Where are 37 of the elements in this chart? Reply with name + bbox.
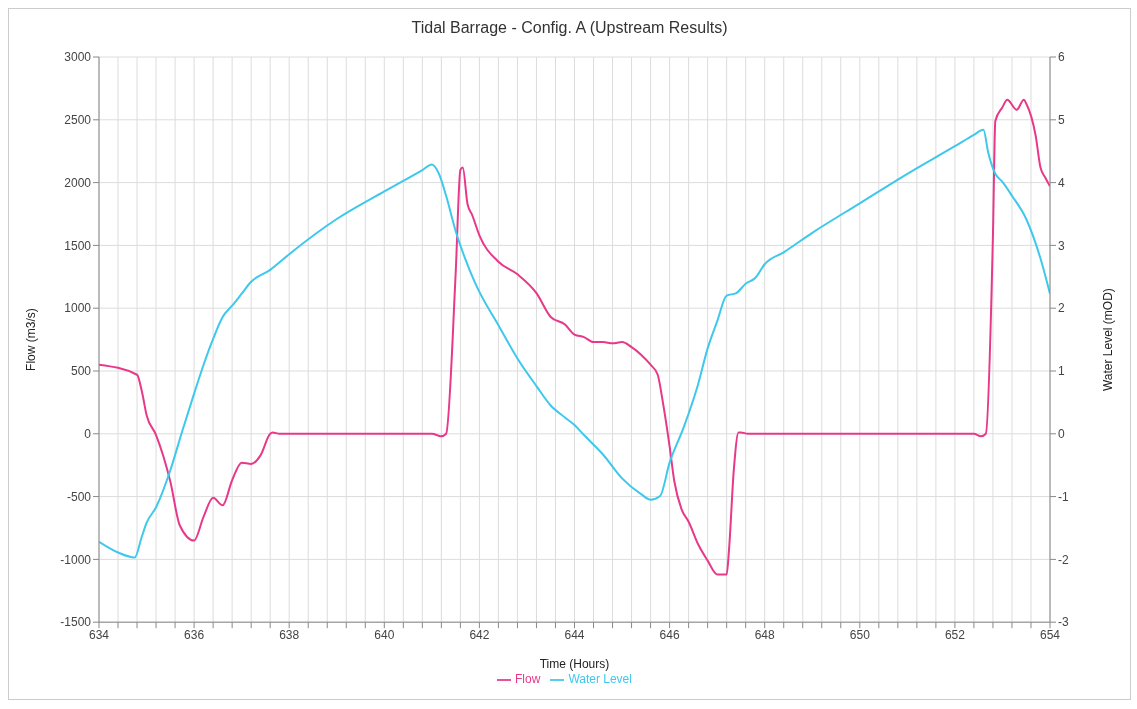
y-tick-label: 3000 xyxy=(64,50,92,65)
chart-title: Tidal Barrage - Config. A (Upstream Results) xyxy=(410,18,729,38)
y2-tick-label: -2 xyxy=(1058,552,1069,567)
x-axis-title: Time (Hours) xyxy=(539,657,610,672)
x-tick-label: 644 xyxy=(564,627,585,642)
y-tick-label: -500 xyxy=(66,489,92,504)
y-tick-label: 1000 xyxy=(64,301,92,316)
y-axis-title: Flow (m3/s) xyxy=(24,308,39,371)
legend-label: Flow xyxy=(515,672,541,687)
x-tick-label: 634 xyxy=(88,627,110,642)
y-tick-label: 2500 xyxy=(64,113,92,128)
y2-tick-label: 2 xyxy=(1058,301,1065,316)
x-tick-label: 652 xyxy=(944,627,966,642)
x-tick-label: 646 xyxy=(659,627,680,642)
y2-tick-label: 6 xyxy=(1058,50,1065,65)
y2-axis-title: Water Level (mOD) xyxy=(1101,288,1116,392)
x-tick-label: 640 xyxy=(374,627,395,642)
x-tick-label: 654 xyxy=(1039,627,1061,642)
x-tick-label: 642 xyxy=(469,627,490,642)
y-tick-label: 0 xyxy=(84,427,92,442)
y2-tick-label: 1 xyxy=(1058,364,1065,379)
legend-label: Water Level xyxy=(568,672,632,687)
y2-tick-label: 0 xyxy=(1058,427,1065,442)
y-tick-label: 2000 xyxy=(64,175,92,190)
y-tick-label: 1500 xyxy=(64,238,92,253)
x-tick-label: 638 xyxy=(279,627,300,642)
y2-tick-label: 3 xyxy=(1058,238,1065,253)
y-tick-label: 500 xyxy=(70,364,92,379)
y-tick-label: -1000 xyxy=(60,552,92,567)
x-tick-label: 648 xyxy=(754,627,776,642)
y2-tick-label: 4 xyxy=(1058,175,1065,190)
x-tick-label: 636 xyxy=(184,627,205,642)
y2-tick-label: -3 xyxy=(1058,615,1069,630)
y2-tick-label: -1 xyxy=(1058,489,1069,504)
y-tick-label: -1500 xyxy=(60,615,92,630)
y2-tick-label: 5 xyxy=(1058,113,1065,128)
x-tick-label: 650 xyxy=(849,627,871,642)
